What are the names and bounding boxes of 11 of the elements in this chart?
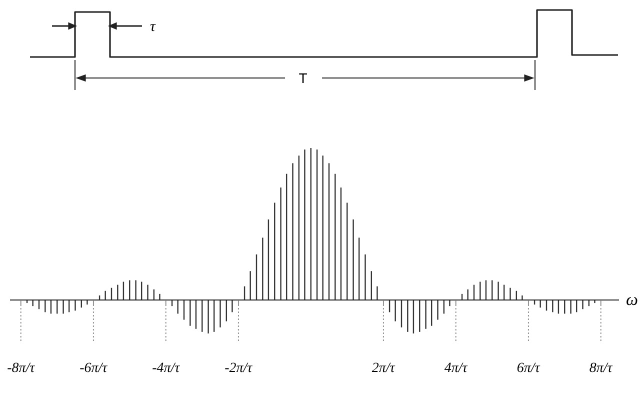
text: τ <box>150 19 156 35</box>
x-tick-label: 8π/τ <box>589 361 614 376</box>
x-tick-label: -6π/τ <box>80 361 108 376</box>
x-tick-label: 6π/τ <box>516 361 541 376</box>
text: T <box>298 70 308 86</box>
x-tick-label: 4π/τ <box>444 361 468 376</box>
x-axis-title: ω <box>626 290 638 309</box>
x-tick-label: -2π/τ <box>224 361 254 376</box>
x-tick-label: -4π/τ <box>152 361 181 376</box>
x-tick-label: -8π/τ <box>7 361 36 376</box>
x-tick-label: 2π/τ <box>372 361 396 376</box>
